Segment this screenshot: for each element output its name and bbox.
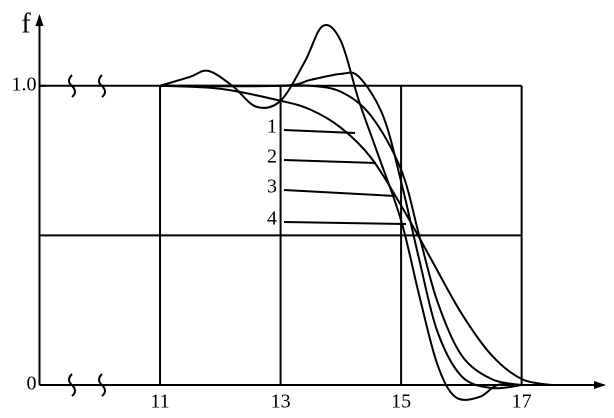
leader-line bbox=[283, 221, 407, 225]
curve-label: 1 bbox=[267, 116, 277, 138]
y-axis-arrow bbox=[35, 14, 44, 26]
x-tick-label: 15 bbox=[391, 391, 411, 413]
x-axis-arrow bbox=[594, 381, 606, 389]
curve bbox=[159, 24, 522, 401]
curve bbox=[160, 84, 522, 386]
curve-label: 4 bbox=[267, 208, 277, 230]
y-tick-label: 1.0 bbox=[12, 73, 37, 95]
leader-line bbox=[283, 159, 377, 164]
x-tick-label: 17 bbox=[512, 391, 532, 413]
curve bbox=[159, 84, 552, 386]
y-tick-label: 0 bbox=[27, 373, 37, 395]
leader-line bbox=[283, 129, 356, 134]
curve bbox=[160, 71, 522, 390]
curve-label: 2 bbox=[267, 146, 277, 168]
leader-line bbox=[283, 189, 396, 197]
curve-label: 3 bbox=[267, 176, 277, 198]
x-tick-label: 13 bbox=[271, 391, 291, 413]
y-axis-label: f bbox=[21, 8, 31, 39]
x-tick-label: 11 bbox=[150, 391, 169, 413]
